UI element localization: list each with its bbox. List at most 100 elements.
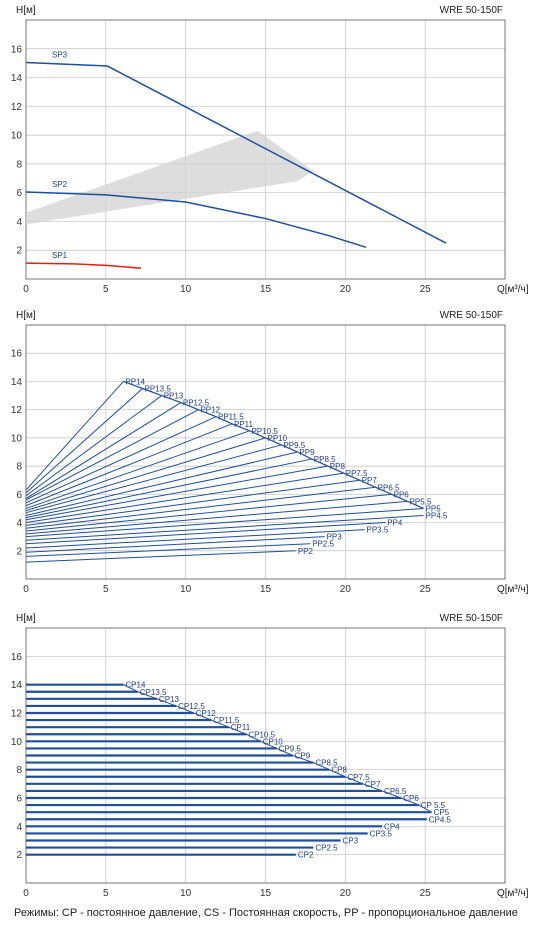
cp-label: CP13 [159, 695, 180, 704]
y-axis-title: H[м] [16, 310, 36, 321]
curve-label-sp2: SP2 [52, 180, 68, 189]
pp-line [25, 493, 392, 532]
cp-label: CP4.5 [429, 815, 452, 824]
cp-label: CP4 [384, 822, 400, 831]
chart-2: 0 5 10 15 20 25 2 4 6 8 10 12 14 16 H[м] Q[м³/ч] WRE 50-… [11, 310, 529, 595]
x-tick-label: 0 [23, 888, 29, 899]
pp-line [25, 472, 344, 524]
cp-label: CP11 [231, 723, 251, 732]
pp-line [25, 444, 282, 514]
x-tick-label: 20 [340, 284, 352, 295]
x-tick-label: 5 [103, 284, 109, 295]
chart-3: 0 5 10 15 20 25 2 4 6 8 10 12 14 16 H[м] Q[м³/ч] WRE 50-… [11, 613, 529, 899]
y-tick-label: 10 [11, 433, 23, 444]
pp-line [25, 423, 233, 507]
pp-label: PP11.5 [218, 413, 244, 422]
pp-label: PP12 [200, 406, 220, 415]
pp-line [25, 536, 325, 553]
pp-label: PP7.5 [346, 469, 368, 478]
y-tick-label: 12 [11, 405, 23, 416]
y-tick-label: 14 [11, 73, 23, 84]
pp-line [25, 543, 311, 557]
modes-legend-footer: Режимы: CP - постоянное давление, CS - П… [14, 907, 518, 919]
x-tick-label: 10 [180, 284, 192, 295]
cp-label: CP3 [343, 837, 359, 846]
y-tick-label: 6 [16, 794, 22, 805]
pp-line [25, 500, 408, 535]
pp-line [25, 522, 386, 545]
pp-label: PP6 [394, 490, 410, 499]
x-tick-label: 25 [420, 888, 432, 899]
chart-1: 0 5 10 15 20 25 2 4 6 8 10 12 14 16 H[м] Q[м³/ч] WRE 50-… [11, 5, 529, 295]
cp-label: CP11.5 [213, 716, 240, 725]
x-tick-label: 0 [23, 584, 29, 595]
y-tick-label: 10 [11, 737, 23, 748]
pp-line [25, 529, 365, 549]
y-tick-label: 6 [16, 188, 22, 199]
y-tick-label: 2 [16, 546, 22, 557]
cp-label: CP9 [295, 752, 311, 761]
curve-sp3 [25, 61, 447, 244]
pp-label: PP8 [330, 462, 346, 471]
curve-label-sp3: SP3 [52, 50, 68, 59]
curve-label-sp1: SP1 [52, 251, 68, 260]
cp-envelope [123, 684, 432, 813]
cp-label: CP2 [298, 851, 314, 860]
pp-label: PP5 [426, 504, 442, 513]
curve-sp1 [25, 262, 142, 269]
x-tick-label: 20 [340, 584, 352, 595]
cp-label: CP2.5 [315, 844, 338, 853]
cp-label: CP12 [196, 709, 217, 718]
x-tick-label: 25 [420, 584, 432, 595]
y-tick-label: 2 [16, 850, 22, 861]
y-tick-label: 14 [11, 680, 23, 691]
cp-label: CP6 [403, 794, 419, 803]
x-tick-label: 25 [420, 284, 432, 295]
y-tick-label: 4 [16, 822, 22, 833]
curve-sp2 [25, 191, 367, 249]
chart-title: WRE 50-150F [440, 310, 503, 321]
pp-label: PP12.5 [183, 399, 210, 408]
x-tick-label: 20 [340, 888, 352, 899]
pp-label: PP5.5 [410, 497, 432, 506]
pp-label: PP7 [362, 476, 378, 485]
y-tick-label: 6 [16, 490, 22, 501]
pp-line [25, 507, 424, 538]
x-axis-title: Q[м³/ч] [497, 284, 529, 295]
y-tick-label: 16 [11, 44, 23, 55]
x-tick-label: 10 [180, 584, 192, 595]
pp-label: PP6.5 [378, 483, 400, 492]
cp-label: CP12.5 [178, 702, 205, 711]
pp-line [25, 409, 199, 501]
y-tick-label: 4 [16, 217, 22, 228]
y-tick-label: 16 [11, 652, 23, 663]
pp-line [25, 416, 217, 504]
cp-label: CP13.5 [140, 688, 167, 697]
pp-line [25, 479, 360, 526]
x-axis-title: Q[м³/ч] [497, 888, 529, 899]
plot-frame [25, 19, 506, 280]
cp-label: CP6.5 [384, 787, 407, 796]
chart-title: WRE 50-150F [440, 5, 503, 16]
y-tick-label: 8 [16, 159, 22, 170]
x-tick-label: 0 [23, 284, 29, 295]
chart-title: WRE 50-150F [440, 613, 503, 624]
y-tick-label: 16 [11, 349, 23, 360]
x-tick-label: 15 [260, 584, 272, 595]
cp-label: CP9.5 [279, 744, 302, 753]
y-tick-label: 14 [11, 377, 23, 388]
cp-label: CP8.5 [315, 759, 338, 768]
pp-line [25, 486, 376, 529]
pp-label: PP8.5 [314, 455, 336, 464]
x-tick-label: 5 [103, 584, 109, 595]
cp-label: CP 5.5 [421, 801, 446, 810]
cp-label: CP7.5 [347, 773, 370, 782]
pp-label: PP3.5 [366, 526, 388, 535]
x-tick-label: 10 [180, 888, 192, 899]
pp-line [25, 395, 163, 497]
pp-line [25, 458, 312, 519]
pp-label: PP4.5 [426, 512, 448, 521]
pp-label: PP13 [164, 392, 184, 401]
pp-label: PP4 [387, 519, 403, 528]
